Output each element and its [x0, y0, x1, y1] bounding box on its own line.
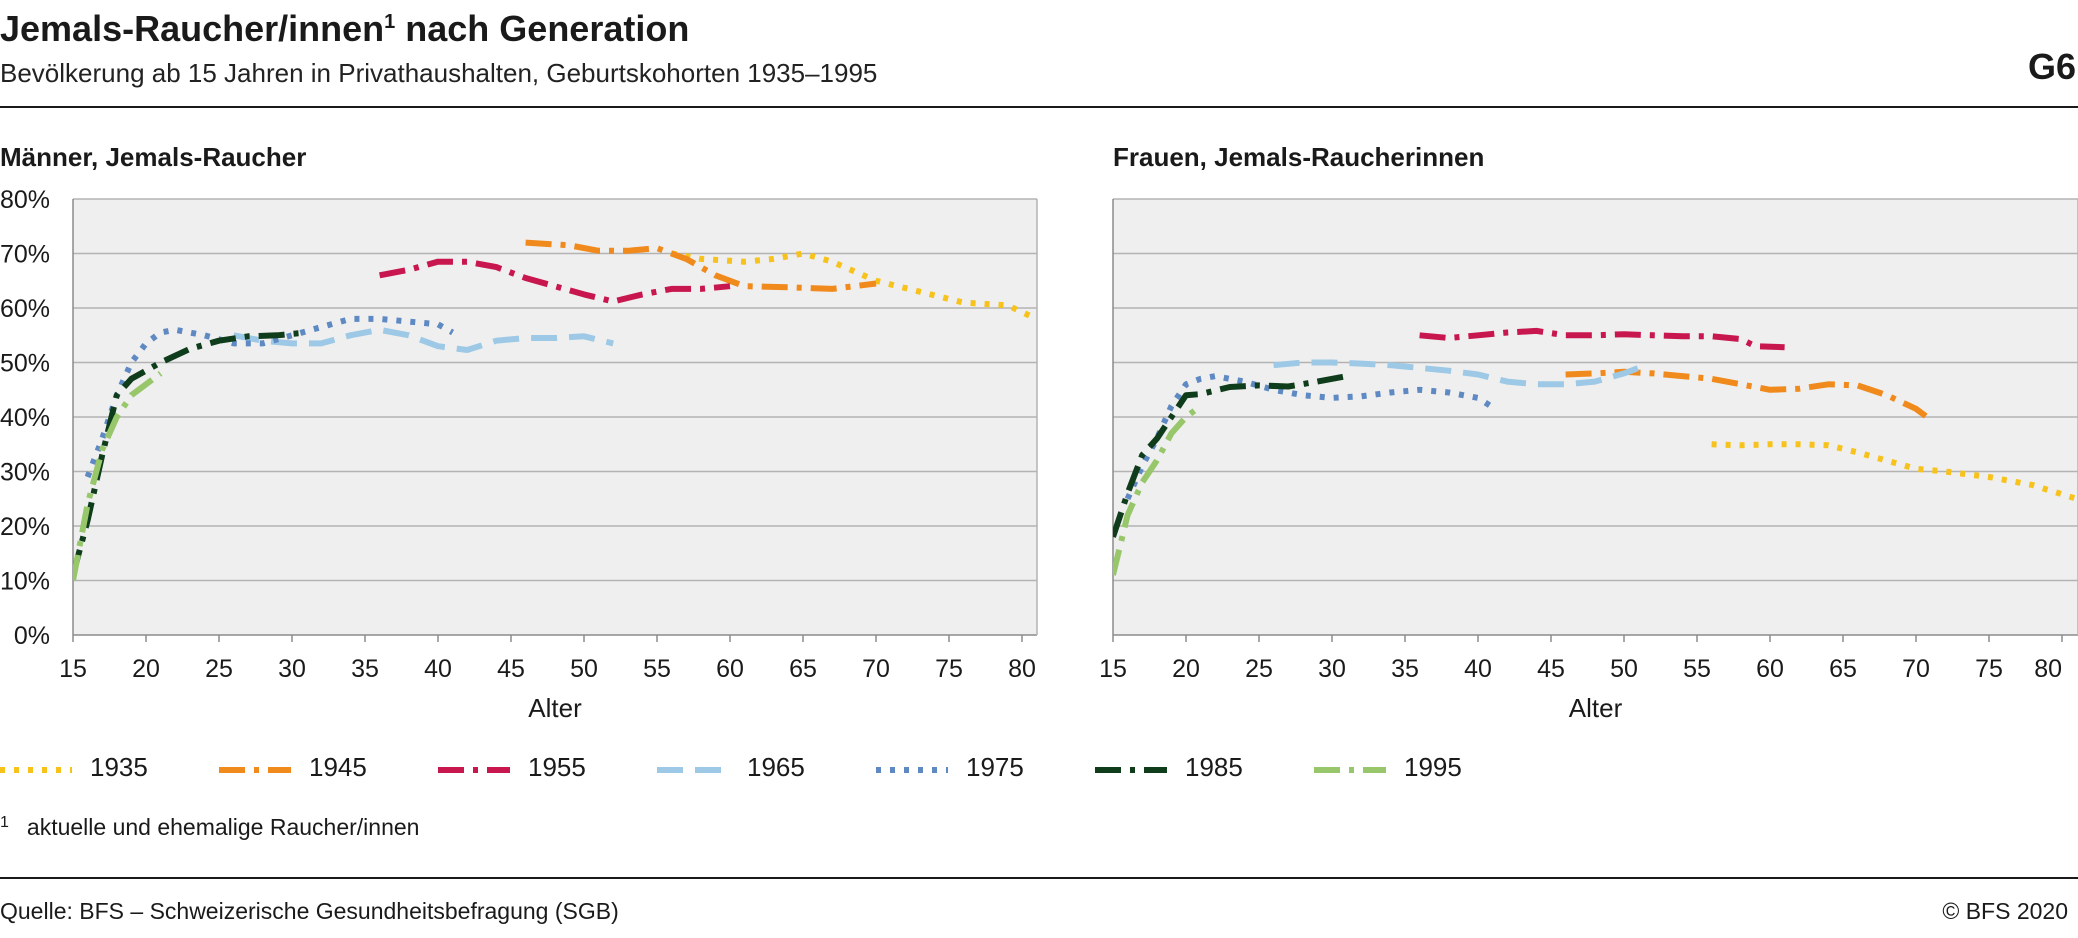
series-line-1955 — [379, 258, 731, 305]
title-footnote-mark: 1 — [384, 11, 396, 33]
x-tick-label: 15 — [59, 655, 87, 683]
footnote: 1 aktuelle und ehemalige Raucher/innen — [0, 814, 419, 841]
legend-label: 1995 — [1404, 752, 1462, 782]
y-tick-label: 10% — [0, 568, 50, 596]
y-tick-label: 20% — [0, 513, 50, 541]
footnote-text: aktuelle und ehemalige Raucher/innen — [26, 814, 420, 840]
page-subtitle: Bevölkerung ab 15 Jahren in Privathausha… — [0, 58, 878, 88]
series-line-1955 — [1419, 327, 1785, 351]
panel-title: Männer, Jemals-Raucher — [0, 142, 306, 172]
x-tick-label: 60 — [716, 655, 744, 683]
footer-rule — [0, 877, 2078, 879]
series-line-1975 — [84, 315, 455, 479]
series-line-1965 — [1273, 359, 1640, 388]
header-rule — [0, 106, 2078, 108]
page-title-text: Jemals-Raucher/innen — [0, 8, 385, 49]
legend-swatch-1965 — [657, 767, 729, 773]
x-tick-label: 75 — [1975, 655, 2003, 683]
panel-title: Frauen, Jemals-Raucherinnen — [1113, 142, 1484, 172]
x-tick-label: 45 — [497, 655, 525, 683]
legend-label: 1935 — [90, 752, 148, 782]
legend-item-1975: 1975 — [876, 750, 1086, 790]
legend-item-1995: 1995 — [1314, 750, 1524, 790]
legend-swatch-1945 — [219, 767, 291, 773]
legend-swatch-1935 — [0, 767, 72, 773]
series-line-1995 — [73, 370, 163, 582]
legend-label: 1965 — [747, 752, 805, 782]
legend-item-1945: 1945 — [219, 750, 429, 790]
legend-label: 1955 — [528, 752, 586, 782]
x-tick-label: 80 — [1008, 655, 1036, 683]
x-tick-label: 40 — [1464, 655, 1492, 683]
x-tick-label: 75 — [935, 655, 963, 683]
x-tick-label: 50 — [570, 655, 598, 683]
legend-item-1935: 1935 — [0, 750, 210, 790]
footnote-mark: 1 — [0, 814, 9, 831]
series-line-1935 — [671, 250, 1038, 322]
x-tick-label: 65 — [1829, 655, 1857, 683]
legend-item-1955: 1955 — [438, 750, 648, 790]
x-tick-label: 35 — [1391, 655, 1419, 683]
x-axis-label: Alter — [528, 693, 582, 720]
x-tick-label: 65 — [789, 655, 817, 683]
x-tick-label: 60 — [1756, 655, 1784, 683]
x-tick-label: 25 — [1245, 655, 1273, 683]
legend-label: 1975 — [966, 752, 1024, 782]
y-tick-label: 80% — [0, 186, 50, 214]
y-tick-label: 30% — [0, 459, 50, 487]
x-tick-label: 40 — [424, 655, 452, 683]
x-tick-label: 50 — [1610, 655, 1638, 683]
x-tick-label: 70 — [1902, 655, 1930, 683]
x-tick-label: 80 — [2034, 655, 2062, 683]
series-line-1995 — [1113, 403, 1203, 576]
x-tick-label: 35 — [351, 655, 379, 683]
x-tick-label: 55 — [643, 655, 671, 683]
x-tick-label: 20 — [132, 655, 160, 683]
legend-label: 1985 — [1185, 752, 1243, 782]
x-tick-label: 15 — [1099, 655, 1127, 683]
legend-swatch-1985 — [1095, 767, 1167, 773]
series-line-1965 — [233, 326, 614, 353]
x-tick-label: 30 — [1318, 655, 1346, 683]
legend-swatch-1955 — [438, 767, 510, 773]
x-tick-label: 45 — [1537, 655, 1565, 683]
x-axis-label: Alter — [1569, 693, 1623, 720]
legend-swatch-1995 — [1314, 767, 1386, 773]
y-tick-label: 40% — [0, 404, 50, 432]
series-line-1985 — [1113, 373, 1348, 538]
legend-item-1985: 1985 — [1095, 750, 1305, 790]
copyright-text: © BFS 2020 — [1942, 898, 2068, 924]
y-tick-label: 50% — [0, 350, 50, 378]
chart-area: Männer, Jemals-Raucher 0% 10% 20% 30% 40% 50% 6… — [0, 142, 2078, 720]
y-tick-label: 70% — [0, 241, 50, 269]
figure-number: G6 — [2027, 46, 2076, 87]
page-title-rest: nach Generation — [395, 8, 690, 49]
x-tick-label: 20 — [1172, 655, 1200, 683]
x-tick-label: 25 — [205, 655, 233, 683]
legend-item-1965: 1965 — [657, 750, 867, 790]
legend-label: 1945 — [309, 752, 367, 782]
chart-panel-2: Frauen, Jemals-Raucherinnen 15 20 25 30 35 40 4… — [1099, 142, 2078, 720]
legend-swatch-1975 — [876, 767, 948, 773]
chart-panel-1: Männer, Jemals-Raucher 0% 10% 20% 30% 40% 50% 6… — [0, 142, 1038, 720]
legend: 1935 1945 1955 1965 1975 1985 1995 — [0, 750, 2078, 790]
x-tick-label: 30 — [278, 655, 306, 683]
x-tick-label: 55 — [1683, 655, 1711, 683]
x-tick-label: 70 — [862, 655, 890, 683]
source-text: Quelle: BFS – Schweizerische Gesundheits… — [0, 898, 619, 924]
page-title: Jemals-Raucher/innen1 nach Generation — [0, 0, 689, 51]
y-tick-label: 0% — [14, 622, 50, 650]
y-tick-label: 60% — [0, 295, 50, 323]
series-line-1945 — [525, 239, 877, 292]
